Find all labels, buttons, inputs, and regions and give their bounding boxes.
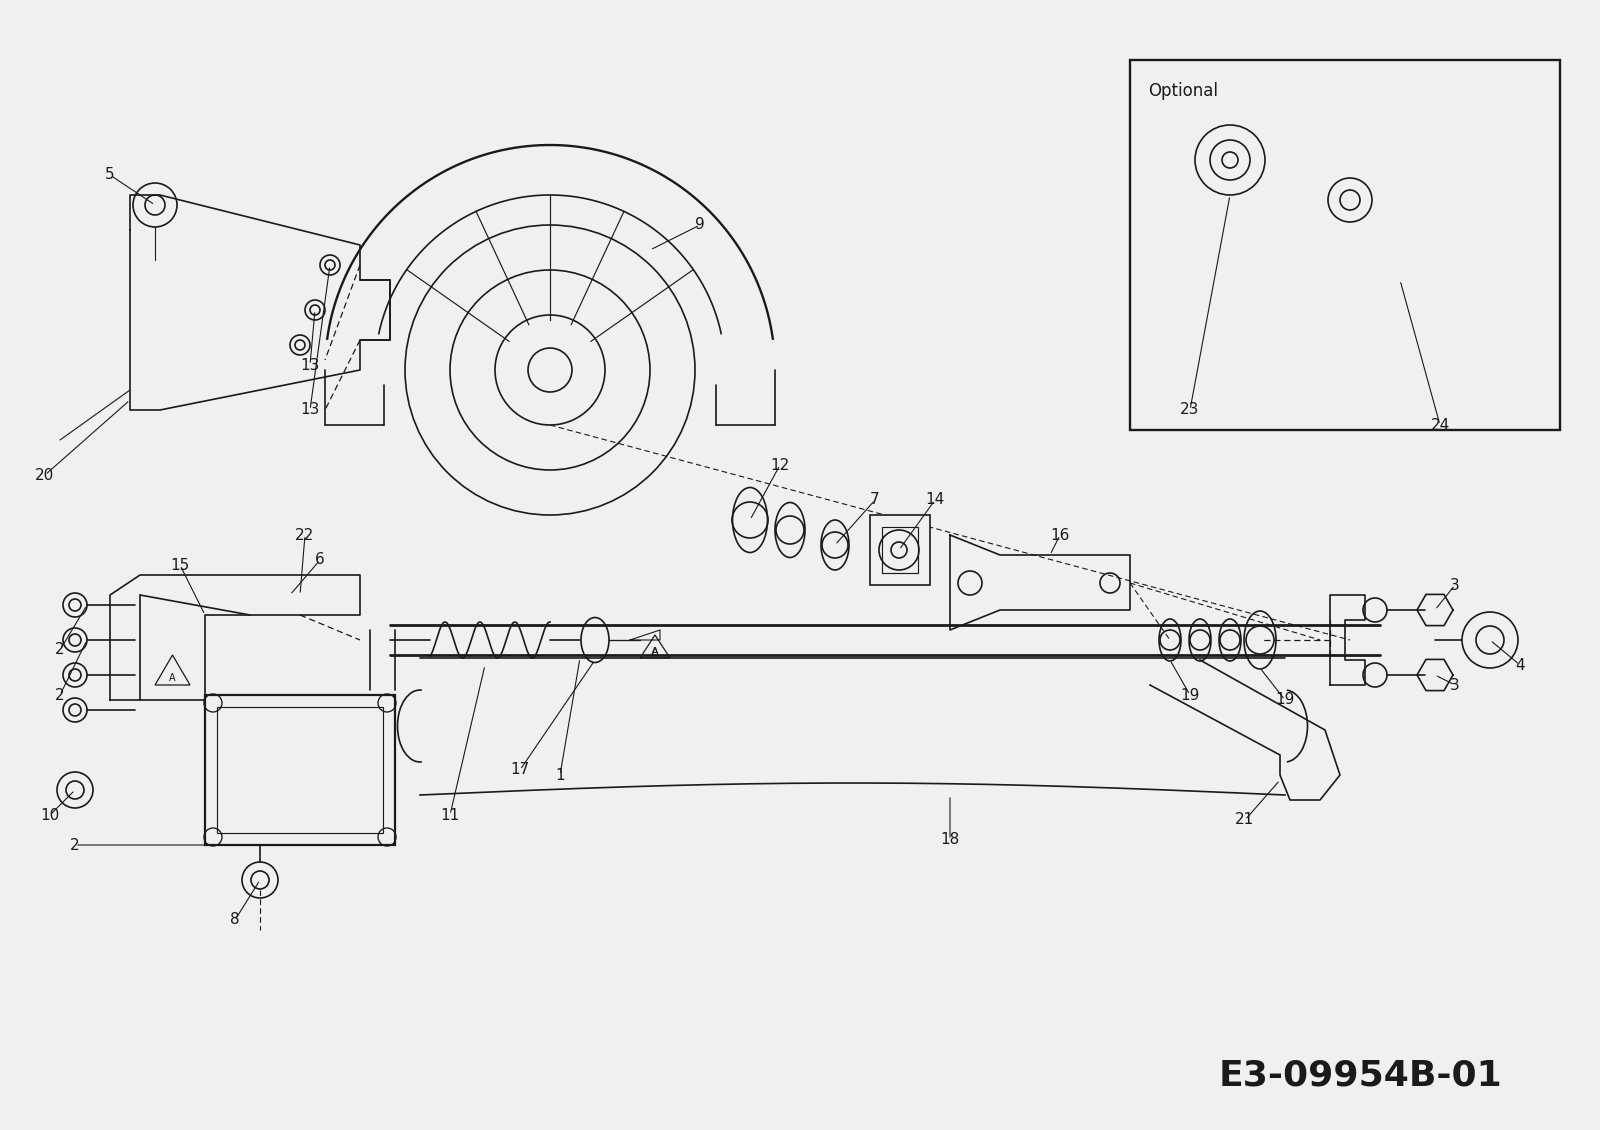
- Text: 16: 16: [1050, 528, 1070, 542]
- Text: 13: 13: [301, 402, 320, 417]
- Text: 23: 23: [1181, 402, 1200, 417]
- Text: 18: 18: [941, 833, 960, 848]
- Text: 2: 2: [54, 687, 66, 703]
- Text: 17: 17: [510, 763, 530, 777]
- Bar: [205, 695, 395, 845]
- Bar: [1130, 60, 1560, 431]
- Text: 21: 21: [1235, 812, 1254, 827]
- Text: 10: 10: [40, 808, 59, 823]
- Text: 4: 4: [1515, 658, 1525, 672]
- Text: 11: 11: [440, 808, 459, 823]
- Bar: [218, 707, 382, 833]
- Text: 19: 19: [1181, 687, 1200, 703]
- Text: Optional: Optional: [1149, 82, 1218, 99]
- Bar: [870, 515, 930, 585]
- Text: 9: 9: [694, 217, 706, 233]
- Text: 13: 13: [301, 357, 320, 373]
- Text: 14: 14: [925, 493, 944, 507]
- Text: 24: 24: [1430, 417, 1450, 433]
- Text: 1: 1: [555, 767, 565, 782]
- Text: 2: 2: [54, 643, 66, 658]
- Bar: [882, 527, 918, 573]
- Text: 7: 7: [870, 493, 880, 507]
- Text: 15: 15: [170, 557, 190, 573]
- Text: 12: 12: [770, 458, 790, 472]
- Text: 3: 3: [1450, 678, 1459, 693]
- Text: 5: 5: [106, 167, 115, 183]
- Text: 22: 22: [296, 528, 315, 542]
- Text: 2: 2: [70, 837, 80, 852]
- Text: 20: 20: [35, 468, 54, 483]
- Text: E3-09954B-01: E3-09954B-01: [1218, 1058, 1502, 1092]
- Text: A: A: [651, 647, 658, 657]
- Text: A: A: [170, 673, 176, 683]
- Text: A: A: [651, 647, 659, 657]
- Text: 3: 3: [1450, 577, 1459, 592]
- Text: 8: 8: [230, 913, 240, 928]
- Text: 6: 6: [315, 553, 325, 567]
- Text: 19: 19: [1275, 693, 1294, 707]
